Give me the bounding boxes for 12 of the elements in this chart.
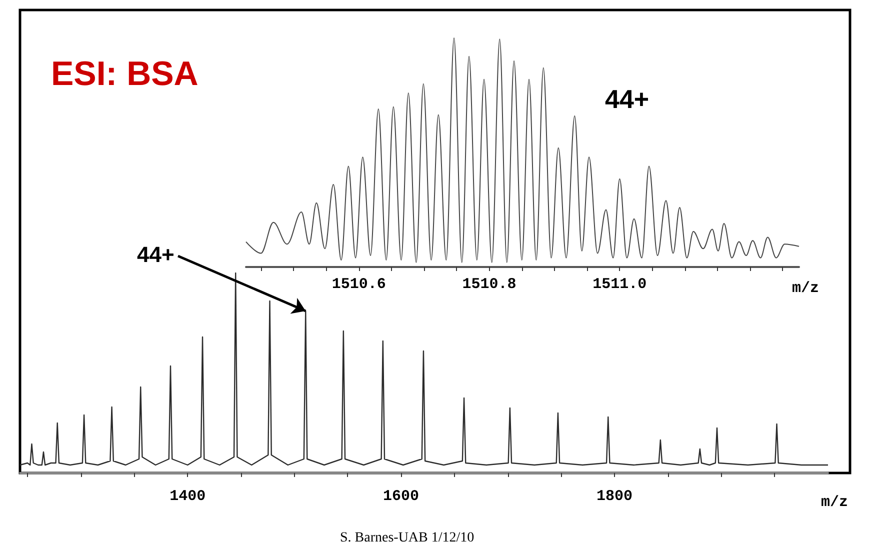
annotation: 44+ (605, 84, 650, 114)
annotation: 44+ (137, 242, 174, 267)
x-tick-label: 1800 (596, 488, 633, 505)
x-tick-label: 1510.8 (462, 276, 516, 293)
text: S. Barnes-UAB 1/12/10 (340, 530, 474, 546)
x-tick-label: 1510.6 (332, 276, 386, 293)
x-axis-title: m/z (820, 494, 848, 511)
x-tick-label: 1511.0 (592, 276, 647, 293)
chart-title: ESI: BSA (51, 55, 198, 93)
x-tick-label: 1400 (170, 488, 206, 505)
x-axis-title: m/z (792, 280, 819, 297)
x-tick-label: 1600 (383, 488, 420, 505)
